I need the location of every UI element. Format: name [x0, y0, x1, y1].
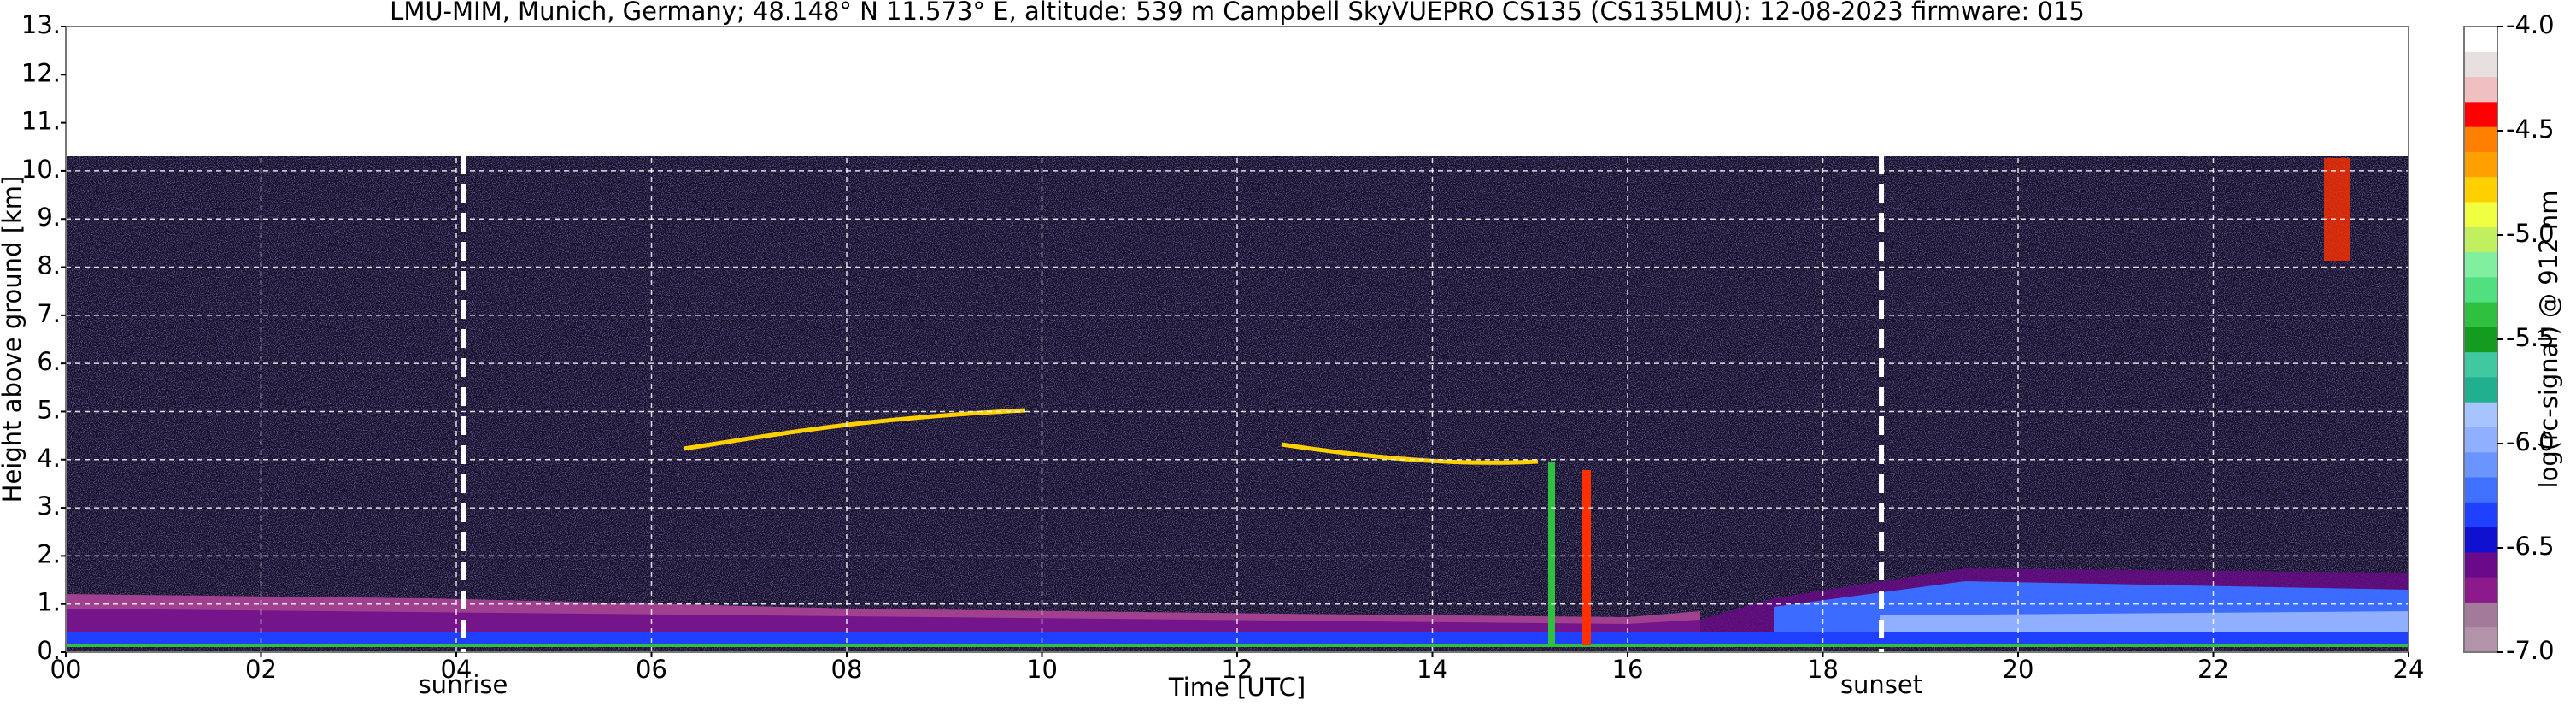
colorbar-tick-label: -4.5 [2506, 115, 2555, 144]
colorbar-tick-label: -7.0 [2506, 636, 2555, 665]
y-tick-label: 12. [21, 58, 61, 87]
colorbar-label: log(rc-signal) @ 912 nm [2534, 191, 2563, 489]
y-axis-label: Height above ground [km] [0, 176, 26, 503]
colorbar-band [2464, 276, 2497, 303]
colorbar-band [2464, 251, 2497, 278]
x-tick-label: 10 [1026, 655, 1058, 684]
y-tick-label: 10. [21, 155, 61, 184]
colorbar-band [2464, 126, 2497, 152]
precip-streak [1582, 470, 1591, 645]
colorbar-band [2464, 302, 2497, 327]
colorbar-band [2464, 577, 2497, 603]
colorbar-tick-label: -5.0 [2506, 219, 2555, 248]
x-tick-label: 08 [831, 655, 863, 684]
colorbar-band [2464, 477, 2497, 503]
colorbar-tick-label: -4.0 [2506, 10, 2555, 39]
y-tick-label: 3. [37, 491, 61, 521]
x-tick-label: 16 [1612, 655, 1644, 684]
colorbar-band [2464, 451, 2497, 478]
colorbar-band [2464, 227, 2497, 253]
x-tick-label: 02 [245, 655, 277, 684]
colorbar-band [2464, 76, 2497, 103]
colorbar-band [2464, 427, 2497, 453]
colorbar-tick-label: -6.5 [2506, 532, 2555, 561]
colorbar-band [2464, 402, 2497, 427]
x-tick-label: 14 [1417, 655, 1448, 684]
colorbar-band [2464, 327, 2497, 353]
colorbar-band [2464, 26, 2497, 52]
y-tick-label: 7. [37, 299, 61, 328]
x-tick-label: 24 [2393, 655, 2425, 684]
y-tick-label: 6. [37, 347, 61, 376]
y-tick-label: 2. [37, 539, 61, 568]
y-tick-label: 5. [37, 395, 61, 424]
x-tick-label: 06 [636, 655, 667, 684]
colorbar-band [2464, 527, 2497, 553]
precip-streak [1548, 462, 1555, 645]
colorbar-band [2464, 627, 2497, 653]
y-tick-label: 11. [21, 107, 61, 136]
annotation-label: sunrise [419, 670, 508, 699]
y-tick-label: 1. [37, 588, 61, 617]
colorbar-band [2464, 351, 2497, 378]
colorbar-band [2464, 376, 2497, 403]
y-tick-label: 0. [37, 636, 61, 665]
x-tick-label: 20 [2003, 655, 2034, 684]
y-tick-label: 13. [21, 10, 61, 39]
x-tick-label: 22 [2198, 655, 2229, 684]
x-tick-label: 12 [1222, 655, 1253, 684]
colorbar-band [2464, 551, 2497, 578]
colorbar-tick-label: -5.5 [2506, 323, 2555, 352]
y-tick-label: 4. [37, 444, 61, 473]
cloud-layer [2324, 158, 2350, 261]
colorbar-band [2464, 51, 2497, 78]
chart-title: LMU-MIM, Munich, Germany; 48.148° N 11.5… [390, 0, 2085, 26]
colorbar-band [2464, 151, 2497, 178]
colorbar-band [2464, 201, 2497, 227]
colorbar-tick-label: -6.0 [2506, 427, 2555, 456]
colorbar-band [2464, 502, 2497, 528]
x-tick-label: 04 [441, 655, 472, 684]
y-tick-label: 8. [37, 251, 61, 280]
x-tick-label: 18 [1807, 655, 1839, 684]
annotation-label: sunset [1840, 670, 1922, 699]
x-axis-label: Time [UTC] [1168, 673, 1306, 702]
colorbar-band [2464, 176, 2497, 203]
x-tick-label: 00 [50, 655, 82, 684]
y-tick-label: 9. [37, 203, 61, 232]
colorbar-band [2464, 101, 2497, 127]
nocturnal-layer [1880, 611, 2409, 637]
ground-layer [66, 644, 2409, 647]
colorbar-band [2464, 602, 2497, 628]
